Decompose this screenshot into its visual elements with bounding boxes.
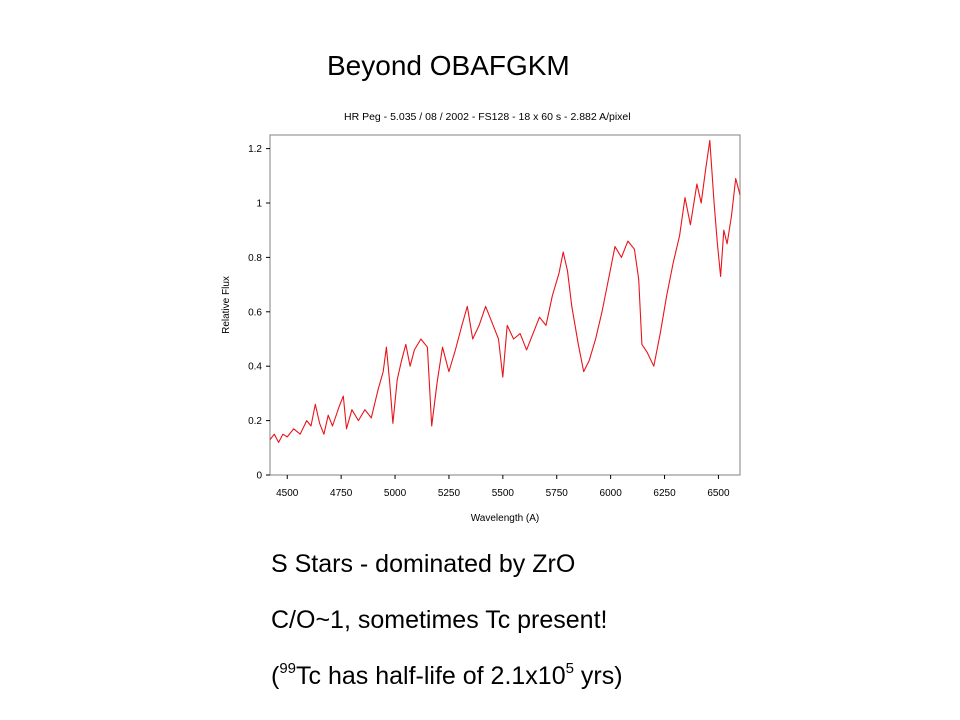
years-text: yrs) (573, 662, 623, 690)
open-paren: ( (271, 662, 280, 690)
plot-frame (269, 134, 741, 476)
x-tick-label: 5500 (492, 488, 515, 499)
isotope-mass-superscript: 99 (279, 660, 297, 677)
slide-title: Beyond OBAFGKM (327, 50, 570, 81)
exponent-superscript: 5 (565, 660, 574, 677)
y-tick-label: 1 (256, 199, 262, 210)
half-life-text: Tc has half-life of 2.1x10 (296, 662, 566, 690)
x-tick-label: 6250 (653, 488, 676, 499)
series-line (269, 139, 741, 443)
y-tick-label: 0.6 (248, 307, 262, 318)
x-tick-label: 5750 (546, 488, 569, 499)
bullet-tc-half-life: (99Tc has half-life of 2.1x105 yrs) (271, 660, 623, 691)
y-axis: 0 0.2 0.4 0.6 0.8 1 1.2 (248, 144, 270, 482)
x-tick-label: 4500 (276, 488, 299, 499)
x-axis-label: Wavelength (A) (471, 513, 540, 524)
bullet-s-stars: S Stars - dominated by ZrO (271, 550, 576, 578)
y-tick-label: 0.4 (248, 362, 262, 373)
y-tick-label: 0.2 (248, 416, 262, 427)
x-tick-label: 4750 (330, 488, 353, 499)
spectrum-chart: 4500 4750 5000 5250 5500 5750 6000 6250 6500 0 0.… (221, 134, 741, 524)
x-tick-label: 5250 (438, 488, 461, 499)
y-axis-label: Relative Flux (221, 276, 232, 334)
chart-title: HR Peg - 5.035 / 08 / 2002 - FS128 - 18 … (344, 111, 631, 123)
x-axis: 4500 4750 5000 5250 5500 5750 6000 6250 6500 (276, 475, 730, 499)
x-tick-label: 6000 (600, 488, 623, 499)
y-tick-label: 0 (256, 471, 262, 482)
bullet-c-o-ratio: C/O~1, sometimes Tc present! (271, 606, 608, 634)
x-tick-label: 5000 (384, 488, 407, 499)
y-tick-label: 0.8 (248, 253, 262, 264)
x-tick-label: 6500 (707, 488, 730, 499)
y-tick-label: 1.2 (248, 144, 262, 155)
